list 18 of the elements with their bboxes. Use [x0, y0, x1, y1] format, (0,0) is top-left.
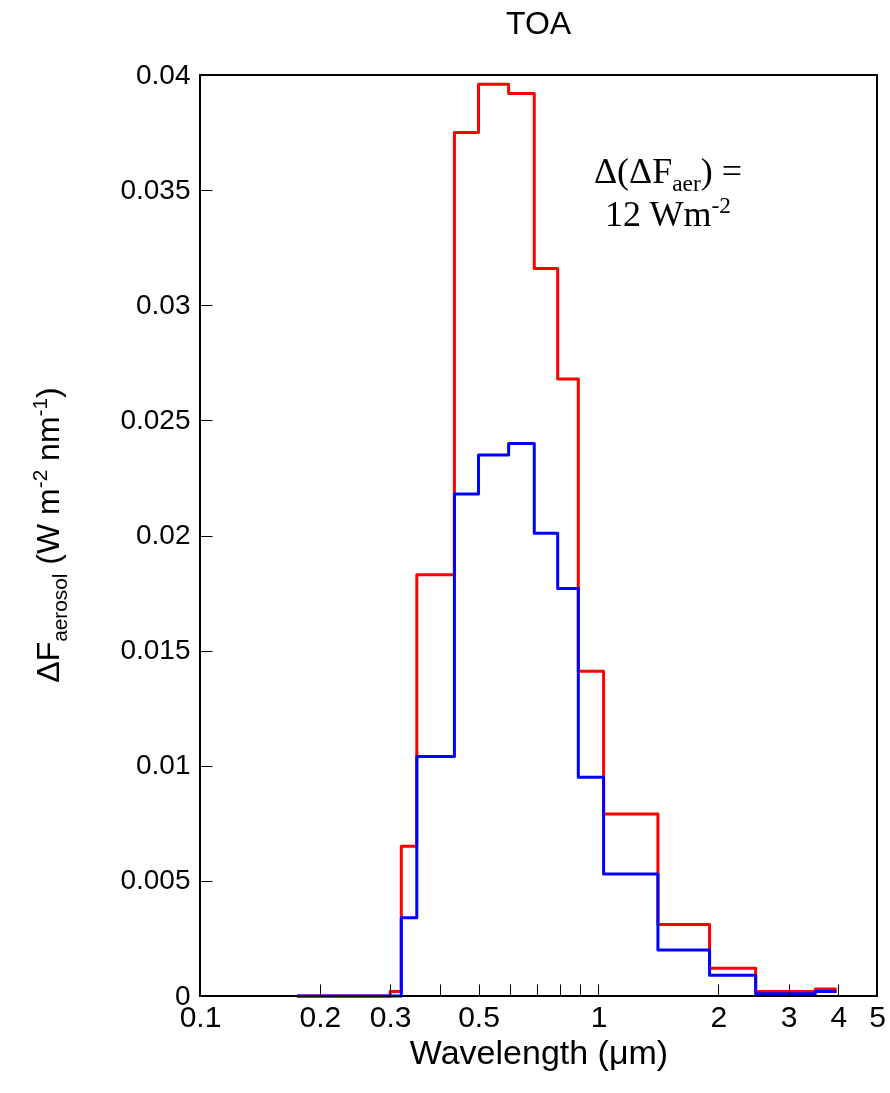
x-tick-label: 5	[869, 999, 886, 1033]
y-tick-label: 0.04	[136, 58, 191, 90]
x-tick-label: 0.3	[369, 999, 412, 1033]
x-tick-label: 0.5	[458, 999, 500, 1033]
y-tick-label: 0.005	[120, 864, 191, 896]
x-tick-label: 3	[780, 999, 798, 1033]
y-tick-label: 0.015	[120, 634, 191, 666]
x-axis-title: Wavelength (μm)	[409, 1032, 669, 1071]
x-tick-label: 2	[710, 999, 728, 1033]
x-tick-label: 4	[830, 999, 848, 1033]
y-tick-label: 0.035	[120, 173, 191, 205]
chart-title: TOA	[505, 5, 572, 41]
x-tick-label: 1	[590, 999, 608, 1033]
x-tick-label: 0.2	[299, 999, 342, 1033]
y-tick-label: 0.01	[136, 749, 191, 781]
y-tick-label: 0.03	[136, 288, 191, 320]
y-tick-label: 0.02	[136, 519, 191, 550]
y-tick-label: 0.025	[120, 403, 191, 435]
